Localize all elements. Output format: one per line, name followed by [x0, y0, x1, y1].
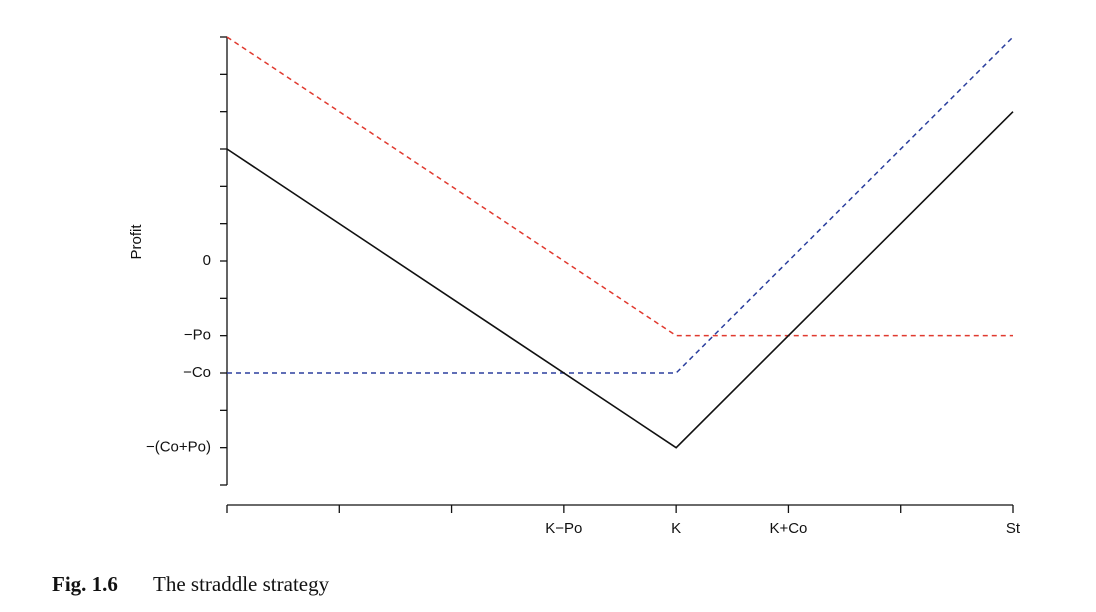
y-tick-label: −Po: [184, 327, 211, 344]
x-tick-label: K+Co: [769, 520, 807, 537]
series-line: [227, 36, 1014, 374]
x-tick-label: K−Po: [545, 520, 582, 537]
y-axis-label: Profit: [128, 224, 145, 260]
caption-label: Fig. 1.6: [52, 572, 118, 596]
x-tick-label: K: [671, 520, 681, 537]
y-tick-label: −(Co+Po): [146, 439, 211, 456]
series-line: [226, 111, 1014, 449]
caption: The straddle strategy: [153, 572, 330, 596]
x-tick-label: St: [1006, 520, 1021, 537]
series-line: [226, 36, 1013, 337]
y-tick-label: −Co: [183, 364, 211, 381]
y-tick-label: 0: [203, 252, 211, 269]
